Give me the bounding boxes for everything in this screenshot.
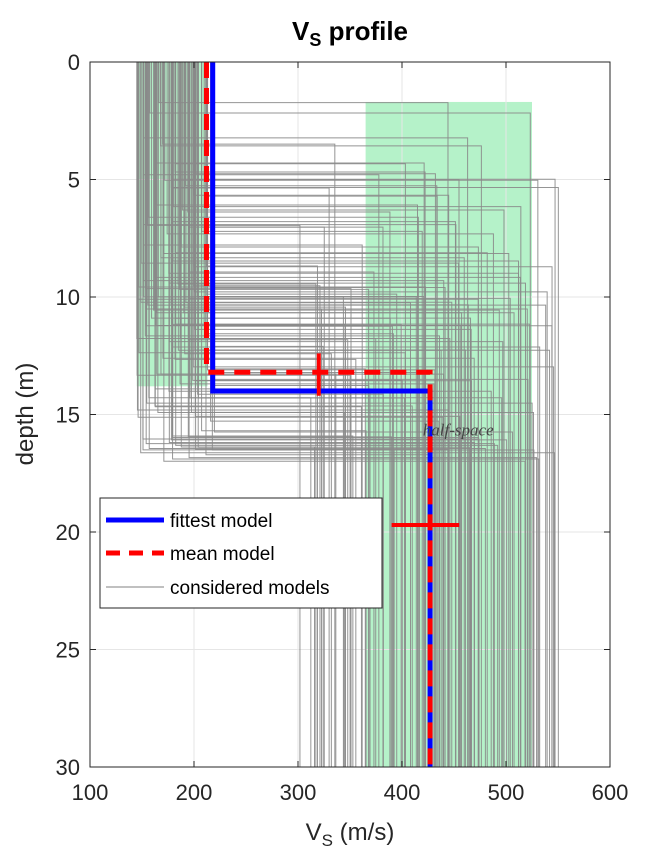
- considered-model: [155, 62, 418, 767]
- considered-model: [170, 62, 508, 767]
- chart-title-rest: profile: [321, 16, 408, 46]
- considered-model: [195, 62, 436, 767]
- error-bars: [316, 353, 460, 527]
- considered-model: [179, 62, 435, 767]
- considered-model: [175, 62, 471, 767]
- considered-model: [145, 62, 528, 767]
- half-space-annotation: half-space: [423, 421, 494, 440]
- x-tick-label: 200: [176, 780, 213, 805]
- considered-model: [147, 62, 419, 767]
- chart-title: VS profile: [292, 16, 408, 50]
- y-tick-label: 10: [56, 285, 80, 310]
- x-tick-label: 300: [280, 780, 317, 805]
- x-tick-label: 600: [592, 780, 629, 805]
- considered-model: [154, 62, 413, 767]
- legend-box: [99, 497, 383, 609]
- considered-model: [188, 62, 511, 767]
- x-tick-label: 400: [384, 780, 421, 805]
- considered-model: [166, 62, 494, 767]
- y-axis: 0 5 10 15 20 25 30: [56, 50, 610, 780]
- considered-model: [201, 62, 423, 767]
- legend-label-mean: mean model: [170, 544, 275, 565]
- y-tick-label: 5: [68, 168, 80, 193]
- y-tick-label: 15: [56, 403, 80, 428]
- considered-model: [148, 62, 486, 767]
- considered-model: [168, 62, 526, 767]
- considered-model: [138, 62, 406, 767]
- x-axis: 100 200 300 400 500 600: [72, 62, 629, 805]
- considered-model: [181, 62, 505, 767]
- y-tick-label: 25: [56, 638, 80, 663]
- considered-model: [153, 62, 500, 767]
- x-axis-title: VS (m/s): [306, 819, 395, 850]
- legend: fittest model mean model considered mode…: [99, 497, 383, 609]
- considered-model: [164, 62, 539, 767]
- considered-model: [185, 62, 412, 767]
- considered-model: [158, 62, 449, 767]
- y-tick-label: 20: [56, 520, 80, 545]
- chart-title-subscript: S: [309, 30, 321, 50]
- legend-label-considered: considered models: [170, 578, 329, 599]
- considered-model: [177, 62, 551, 767]
- x-axis-title-subscript: S: [322, 831, 333, 850]
- y-tick-label: 0: [68, 50, 80, 75]
- x-tick-label: 500: [488, 780, 525, 805]
- y-axis-title: depth (m): [12, 363, 39, 466]
- x-tick-label: 100: [72, 780, 109, 805]
- considered-model: [140, 62, 460, 767]
- considered-model: [149, 62, 531, 767]
- x-axis-title-rest: (m/s): [333, 819, 394, 846]
- considered-model: [137, 62, 444, 767]
- considered-model: [197, 62, 384, 767]
- legend-label-fittest: fittest model: [170, 511, 272, 532]
- y-tick-label: 30: [56, 755, 80, 780]
